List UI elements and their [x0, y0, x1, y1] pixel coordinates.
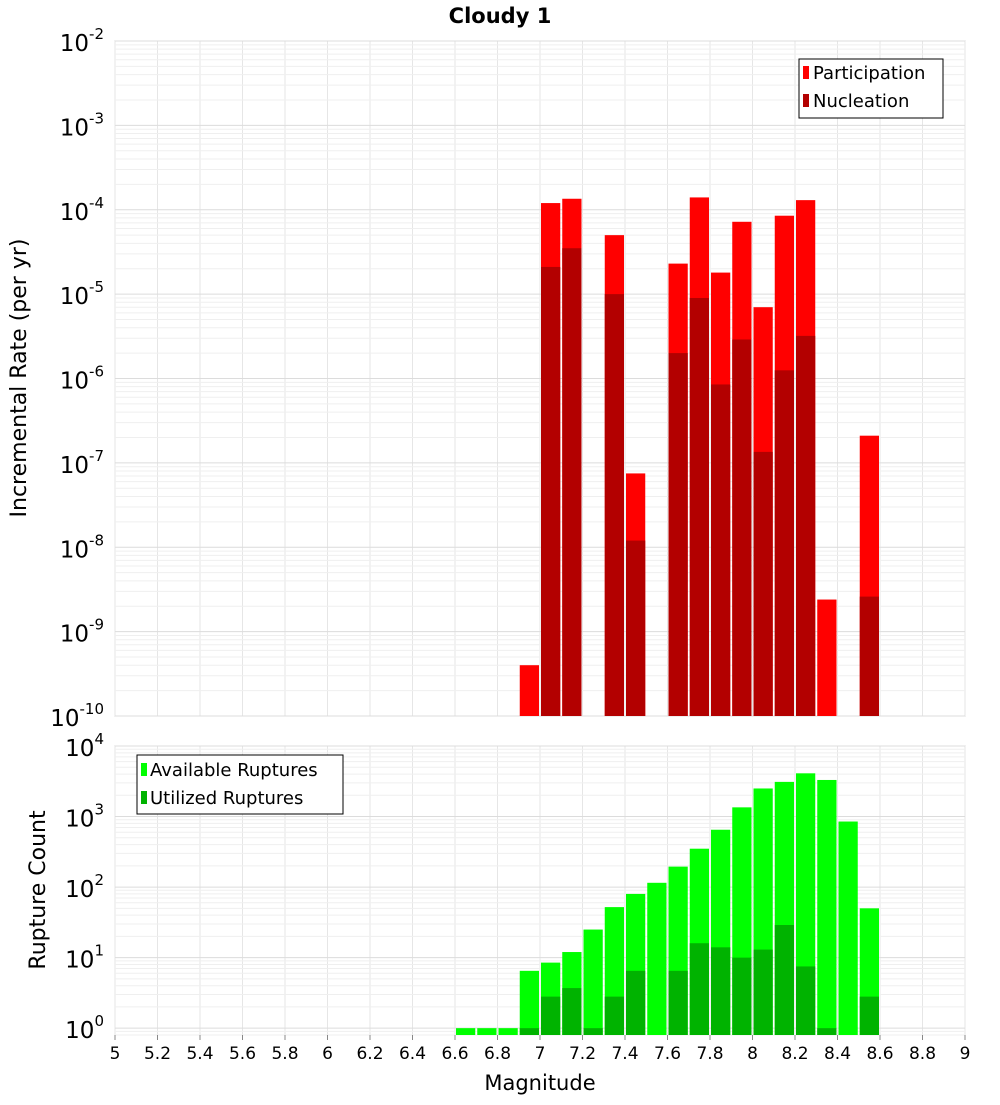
rupture-outer-bar — [519, 970, 539, 1035]
rupture-inner-bar — [753, 949, 773, 1035]
x-tick-label: 8.8 — [909, 1044, 936, 1064]
rupture-y-tick-label: 102 — [65, 871, 104, 903]
chart-title: Cloudy 1 — [449, 4, 552, 28]
x-tick-label: 8.4 — [824, 1044, 851, 1064]
rate-y-tick-label: 10-9 — [60, 616, 104, 648]
rupture-plot-y-ticks: 104 103 102 101 100 — [65, 730, 104, 1044]
rate-inner-bar — [774, 370, 794, 716]
rate-inner-bar — [796, 335, 816, 716]
utilized-legend-label: Utilized Ruptures — [150, 788, 303, 809]
x-tick-label: 5.8 — [271, 1044, 298, 1064]
x-tick-label: 9 — [960, 1044, 971, 1064]
rate-plot-bars — [519, 197, 879, 717]
rate-outer-bar — [817, 599, 837, 716]
rate-plot-y-ticks: 10-2 10-3 10-4 10-5 10-6 10-7 10-8 10-9 10-10 — [50, 25, 104, 732]
x-tick-label: 6 — [322, 1044, 333, 1064]
x-tick-label: 8.2 — [781, 1044, 808, 1064]
rupture-inner-bar — [668, 970, 688, 1035]
rate-plot-y-axis-label: Incremental Rate (per yr) — [7, 239, 32, 518]
rupture-y-tick-label: 101 — [65, 942, 104, 974]
rupture-inner-bar — [796, 966, 816, 1035]
rupture-inner-bar — [732, 957, 752, 1035]
rupture-inner-bar — [519, 1028, 539, 1035]
x-tick-label: 8 — [747, 1044, 758, 1064]
rate-inner-bar — [689, 297, 709, 716]
rate-y-tick-label: 10-5 — [60, 278, 104, 310]
rate-legend-box — [798, 58, 944, 119]
rupture-inner-bar — [583, 1028, 603, 1035]
rate-inner-bar — [668, 353, 688, 716]
rupture-inner-bar — [541, 996, 561, 1035]
x-tick-label: 5.2 — [144, 1044, 171, 1064]
rupture-outer-bar — [583, 929, 603, 1035]
rate-y-tick-label: 10-6 — [60, 363, 104, 395]
rate-inner-bar — [541, 266, 561, 716]
participation-legend-label: Participation — [813, 63, 925, 84]
rate-y-tick-label: 10-3 — [60, 109, 104, 141]
rupture-inner-bar — [711, 947, 731, 1035]
rupture-inner-bar — [817, 1028, 837, 1035]
rate-inner-bar — [626, 540, 646, 716]
x-tick-label: 5.4 — [186, 1044, 213, 1064]
x-axis-label: Magnitude — [484, 1071, 595, 1095]
rupture-plot-y-axis-label: Rupture Count — [26, 810, 51, 970]
x-tick-label: 6.2 — [356, 1044, 383, 1064]
rupture-outer-bar — [647, 882, 667, 1035]
rupture-inner-bar — [689, 943, 709, 1035]
participation-legend-swatch — [803, 66, 809, 79]
x-tick-label: 5 — [110, 1044, 121, 1064]
rate-y-tick-label: 10-10 — [50, 700, 104, 732]
rupture-y-tick-label: 104 — [65, 730, 104, 762]
rate-y-tick-label: 10-2 — [60, 25, 104, 57]
available-legend-label: Available Ruptures — [150, 760, 318, 781]
rupture-inner-bar — [626, 970, 646, 1035]
rupture-y-tick-label: 103 — [65, 801, 104, 833]
x-tick-label: 6.8 — [484, 1044, 511, 1064]
rate-inner-bar — [732, 339, 752, 716]
x-axis-ticks: 5 5.2 5.4 5.6 5.8 6 6.2 6.4 6.6 6.8 7 7.2 7.4 7.6 7.8 8… — [110, 1035, 971, 1064]
rupture-inner-bar — [859, 996, 879, 1035]
rate-y-tick-label: 10-7 — [60, 447, 104, 479]
x-tick-label: 8.6 — [866, 1044, 893, 1064]
nucleation-legend-swatch — [803, 94, 809, 107]
rupture-outer-bar — [498, 1028, 518, 1035]
rupture-legend-box — [136, 754, 344, 815]
rupture-plot: 104 103 102 101 100 Rupture Count Available … — [26, 730, 966, 1044]
rupture-outer-bar — [456, 1028, 476, 1035]
x-tick-label: 7.4 — [611, 1044, 638, 1064]
rupture-outer-bar — [817, 779, 837, 1035]
rate-y-tick-label: 10-4 — [60, 194, 104, 226]
x-tick-label: 7.8 — [696, 1044, 723, 1064]
rate-inner-bar — [604, 294, 624, 716]
rate-inner-bar — [753, 451, 773, 716]
x-tick-label: 5.6 — [229, 1044, 256, 1064]
rate-plot-legend: Participation Nucleation — [798, 58, 944, 119]
rupture-outer-bar — [477, 1028, 497, 1035]
x-tick-label: 6.6 — [441, 1044, 468, 1064]
x-tick-label: 7.2 — [569, 1044, 596, 1064]
rate-inner-bar — [562, 248, 582, 717]
rate-y-tick-label: 10-8 — [60, 531, 104, 563]
utilized-legend-swatch — [141, 791, 147, 804]
rupture-y-tick-label: 100 — [65, 1012, 104, 1044]
rate-inner-bar — [859, 596, 879, 716]
rate-inner-bar — [711, 384, 731, 716]
rupture-plot-bars — [456, 773, 879, 1035]
rate-plot-grid — [114, 40, 966, 717]
rupture-outer-bar — [838, 821, 858, 1035]
rupture-inner-bar — [562, 988, 582, 1035]
x-tick-label: 7 — [535, 1044, 546, 1064]
x-tick-label: 7.6 — [654, 1044, 681, 1064]
available-legend-swatch — [141, 763, 147, 776]
rupture-plot-legend: Available Ruptures Utilized Ruptures — [136, 754, 344, 815]
x-tick-label: 6.4 — [399, 1044, 426, 1064]
rate-plot: 10-2 10-3 10-4 10-5 10-6 10-7 10-8 10-9 10-10 In… — [7, 25, 966, 732]
nucleation-legend-label: Nucleation — [813, 91, 909, 112]
rate-outer-bar — [519, 665, 539, 716]
rupture-inner-bar — [774, 925, 794, 1035]
rupture-inner-bar — [604, 996, 624, 1035]
